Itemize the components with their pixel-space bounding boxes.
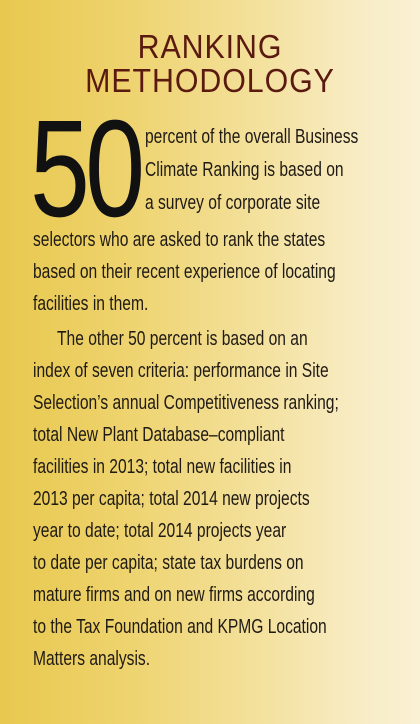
title-line-1: RANKING	[137, 28, 283, 65]
body-line: based on their recent experience of loca…	[33, 261, 336, 283]
body-line: total New Plant Database–compliant	[33, 424, 285, 446]
body-line: percent of the overall Business	[145, 126, 359, 148]
body-line: facilities in 2013; total new facilities…	[33, 456, 292, 478]
body-line: index of seven criteria: performance in …	[33, 360, 329, 382]
body-line: mature firms and on new firms according	[33, 584, 315, 606]
body-line: Selection’s annual Competitiveness ranki…	[33, 392, 339, 414]
title-line-2: METHODOLOGY	[85, 62, 335, 99]
body-line: to date per capita; state tax burdens on	[33, 552, 304, 574]
body-line: selectors who are asked to rank the stat…	[33, 229, 326, 251]
body-line: Matters analysis.	[33, 648, 151, 670]
body-line: a survey of corporate site	[145, 192, 321, 214]
drop-cap-number: 50	[30, 92, 145, 246]
body-line: The other 50 percent is based on an	[57, 328, 308, 350]
body-line: facilities in them.	[33, 293, 149, 315]
body-line: to the Tax Foundation and KPMG Location	[33, 616, 327, 638]
body-line: 2013 per capita; total 2014 new projects	[33, 488, 310, 510]
body-line: year to date; total 2014 projects year	[33, 520, 287, 542]
page-title: RANKING METHODOLOGY	[17, 30, 403, 98]
body-line: Climate Ranking is based on	[145, 159, 344, 181]
